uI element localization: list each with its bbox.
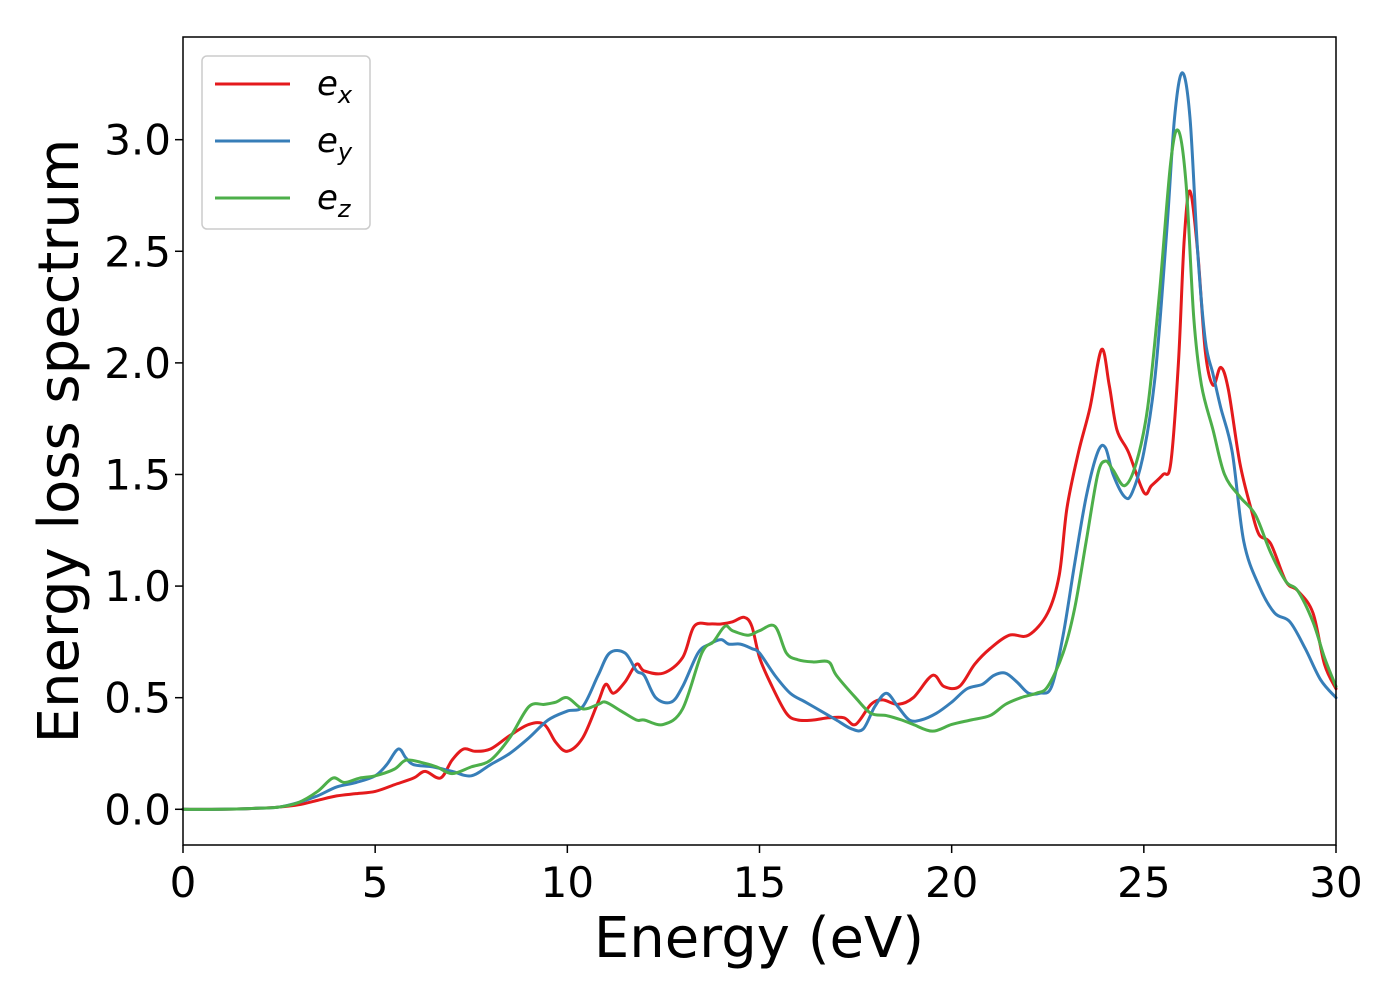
y-tick-label: 1.0 (104, 562, 171, 611)
series-layer (181, 71, 1338, 811)
y-tick-label: 0.5 (104, 674, 171, 723)
x-axis-ticks: 0 5 10 15 20 25 30 (170, 845, 1363, 907)
y-tick-label: 3.0 (104, 116, 171, 165)
y-tick-label: 1.5 (104, 450, 171, 499)
legend: ex ey ez (201, 55, 371, 230)
x-tick-label: 15 (733, 858, 786, 907)
x-tick-label: 30 (1309, 858, 1362, 907)
y-tick-label: 2.0 (104, 339, 171, 388)
x-tick-label: 5 (362, 858, 389, 907)
x-tick-label: 25 (1117, 858, 1170, 907)
y-axis-ticks: 0.0 0.5 1.0 1.5 2.0 2.5 3.0 (104, 116, 183, 834)
series-line-z (181, 128, 1338, 811)
legend-label-z: ez (317, 178, 352, 223)
x-tick-label: 0 (170, 858, 197, 907)
x-tick-label: 10 (541, 858, 594, 907)
legend-label-x: ex (317, 64, 353, 109)
legend-label-y: ey (317, 121, 353, 166)
y-tick-label: 0.0 (104, 785, 171, 834)
y-axis-title: Energy loss spectrum (27, 139, 92, 744)
x-tick-label: 20 (925, 858, 978, 907)
y-tick-label: 2.5 (104, 227, 171, 276)
x-axis-title: Energy (eV) (594, 906, 924, 971)
series-line-x (181, 189, 1338, 811)
